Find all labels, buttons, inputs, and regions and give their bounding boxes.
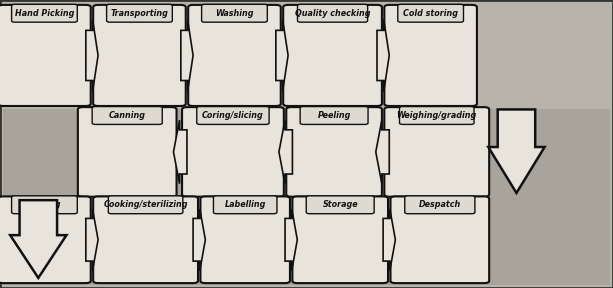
FancyBboxPatch shape — [384, 107, 489, 197]
FancyBboxPatch shape — [306, 196, 374, 214]
Text: Labelling: Labelling — [224, 200, 266, 209]
Polygon shape — [276, 19, 288, 92]
FancyBboxPatch shape — [202, 4, 267, 22]
Text: Weighing/grading: Weighing/grading — [397, 111, 477, 120]
FancyBboxPatch shape — [0, 5, 91, 106]
Polygon shape — [279, 120, 292, 184]
FancyBboxPatch shape — [197, 107, 269, 124]
FancyBboxPatch shape — [297, 4, 368, 22]
FancyBboxPatch shape — [405, 196, 475, 214]
Polygon shape — [376, 120, 389, 184]
FancyBboxPatch shape — [292, 196, 388, 283]
FancyBboxPatch shape — [400, 107, 474, 124]
Text: Cold storing: Cold storing — [403, 9, 458, 18]
Polygon shape — [10, 200, 66, 278]
FancyBboxPatch shape — [93, 196, 198, 283]
Text: Washing: Washing — [215, 9, 254, 18]
FancyBboxPatch shape — [109, 196, 183, 214]
Text: Hand Picking: Hand Picking — [15, 9, 74, 18]
Polygon shape — [181, 19, 193, 92]
Polygon shape — [383, 209, 395, 270]
Polygon shape — [86, 19, 98, 92]
FancyBboxPatch shape — [107, 4, 172, 22]
FancyBboxPatch shape — [12, 4, 77, 22]
FancyBboxPatch shape — [398, 4, 463, 22]
FancyBboxPatch shape — [213, 196, 277, 214]
Text: Peeling: Peeling — [318, 111, 351, 120]
FancyBboxPatch shape — [92, 107, 162, 124]
FancyBboxPatch shape — [12, 196, 77, 214]
Text: Transporting: Transporting — [110, 9, 169, 18]
FancyBboxPatch shape — [283, 5, 382, 106]
FancyBboxPatch shape — [200, 196, 290, 283]
Polygon shape — [285, 209, 297, 270]
FancyBboxPatch shape — [188, 5, 281, 106]
Text: Sealing: Sealing — [28, 200, 61, 209]
FancyBboxPatch shape — [286, 107, 382, 197]
Text: Canning: Canning — [109, 111, 146, 120]
Text: Despatch: Despatch — [419, 200, 461, 209]
Text: Coring/slicing: Coring/slicing — [202, 111, 264, 120]
FancyBboxPatch shape — [300, 107, 368, 124]
FancyBboxPatch shape — [182, 107, 284, 197]
FancyBboxPatch shape — [93, 5, 186, 106]
Polygon shape — [173, 120, 187, 184]
Text: Storage: Storage — [322, 200, 358, 209]
Polygon shape — [193, 209, 205, 270]
FancyBboxPatch shape — [78, 107, 177, 197]
Polygon shape — [377, 19, 389, 92]
FancyBboxPatch shape — [384, 5, 477, 106]
Polygon shape — [489, 109, 544, 193]
FancyBboxPatch shape — [0, 196, 91, 283]
Polygon shape — [86, 209, 98, 270]
FancyBboxPatch shape — [390, 196, 489, 283]
Text: Cooking/sterilizing: Cooking/sterilizing — [104, 200, 188, 209]
Text: Quality checking: Quality checking — [295, 9, 370, 18]
FancyBboxPatch shape — [3, 109, 610, 285]
